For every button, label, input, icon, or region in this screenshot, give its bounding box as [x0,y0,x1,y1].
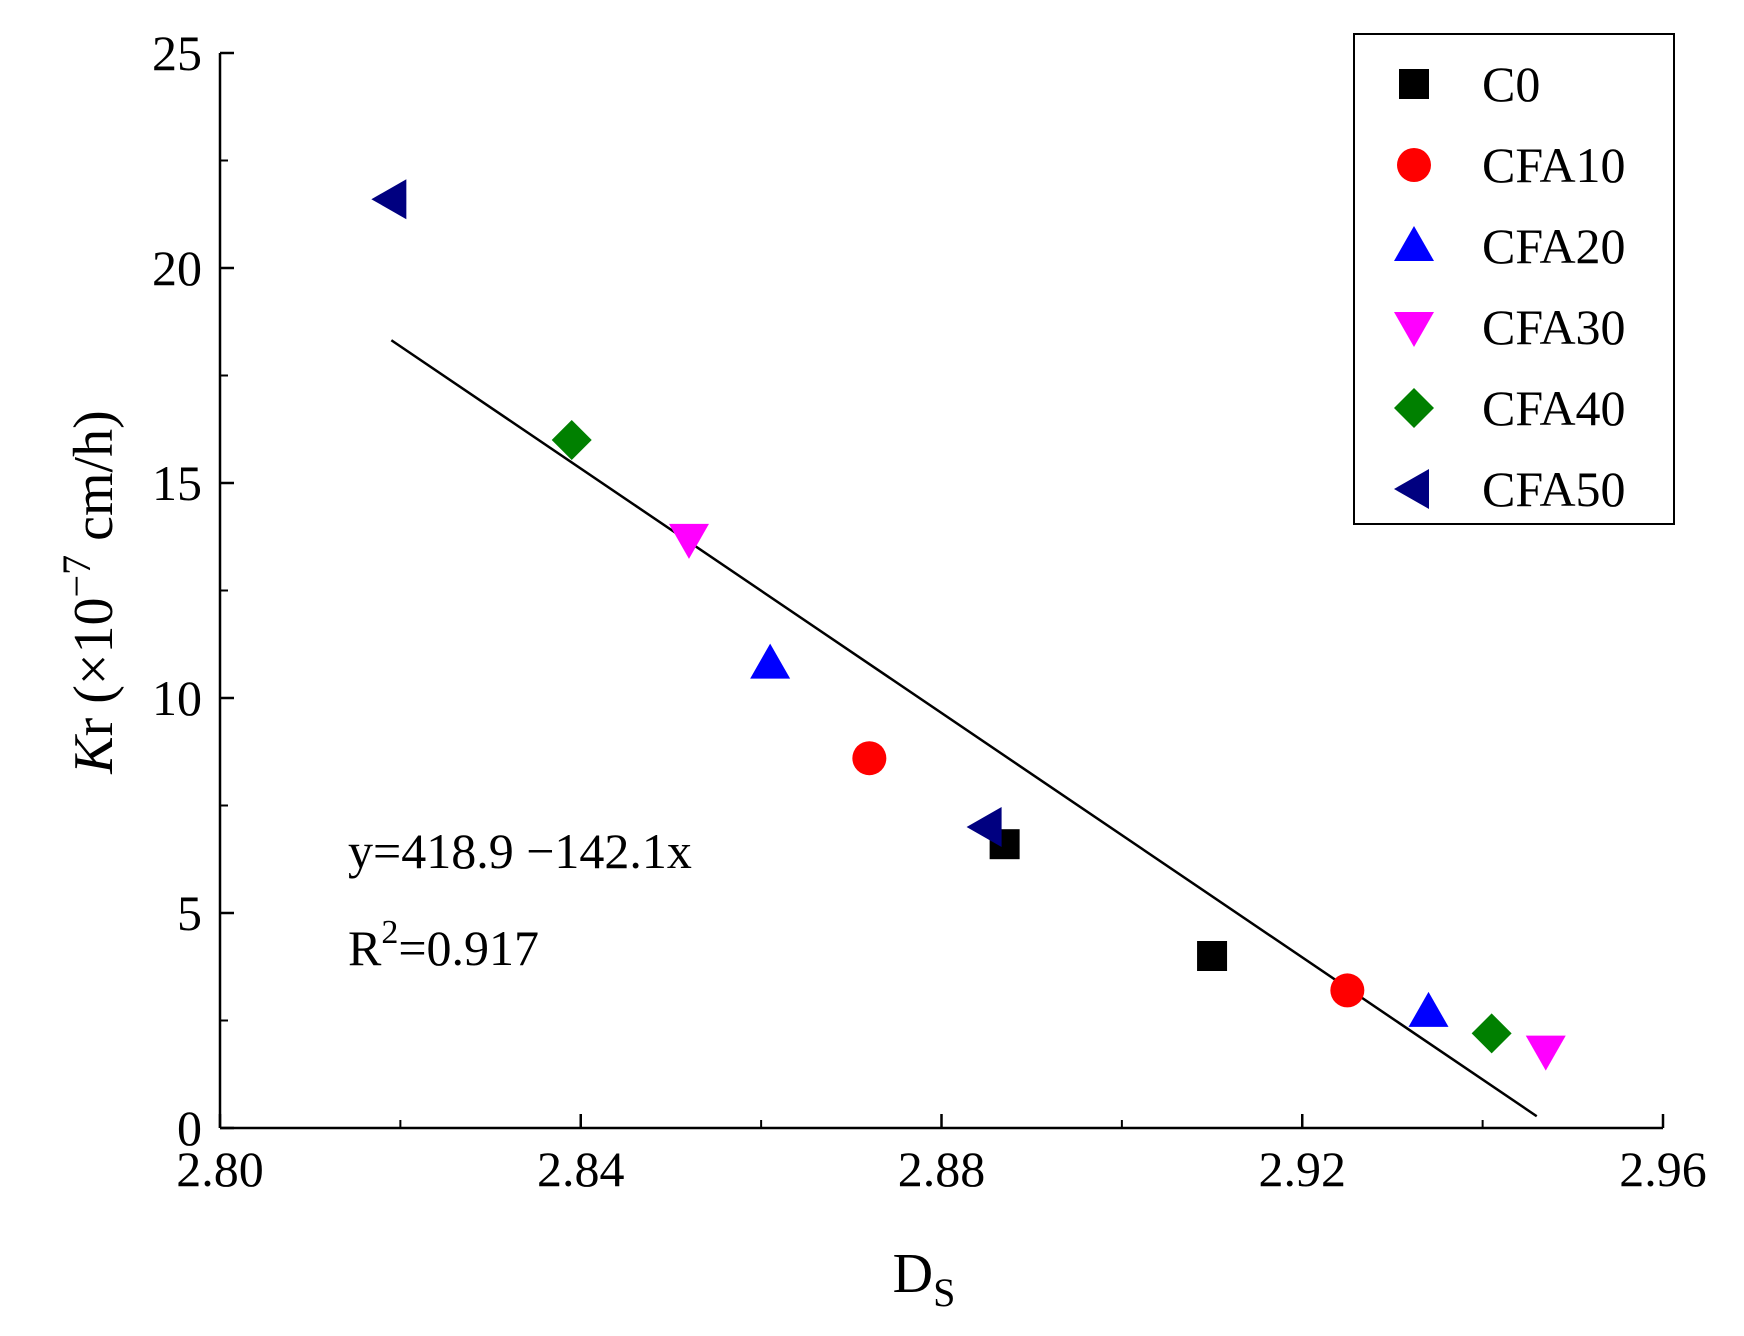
y-tick-label: 15 [152,455,202,511]
legend-label-c0: C0 [1482,56,1540,112]
point-cfa20 [1408,991,1449,1027]
point-cfa50 [371,179,407,220]
legend-marker-cfa40 [1394,388,1434,428]
legend-marker-cfa10 [1397,148,1431,182]
y-tick-label: 5 [177,885,202,941]
data-points [371,179,1566,1071]
y-tick-label: 0 [177,1100,202,1156]
y-tick-label: 20 [152,240,202,296]
r-squared: R2=0.917 [348,914,539,976]
legend-marker-cfa50 [1394,469,1429,509]
legend-label-cfa50: CFA50 [1482,461,1626,517]
legend-label-cfa20: CFA20 [1482,218,1626,274]
x-tick-label: 2.88 [898,1141,986,1197]
legend-label-cfa40: CFA40 [1482,380,1626,436]
point-cfa30 [1525,1035,1566,1071]
fit-equation: y=418.9 −142.1x [348,823,692,879]
point-cfa10 [1330,973,1365,1008]
point-cfa30 [668,523,709,559]
x-tick-label: 2.92 [1259,1141,1347,1197]
x-tick-label: 2.80 [176,1141,264,1197]
point-cfa10 [852,741,887,776]
y-tick-label: 25 [152,25,202,81]
axis-ticks [218,51,1665,1130]
legend-marker-cfa30 [1394,312,1434,347]
y-tick-label: 10 [152,670,202,726]
legend-marker-cfa20 [1394,226,1434,261]
y-axis-title: Kr (×10−7 cm/h) [54,410,125,774]
x-tick-label: 2.84 [537,1141,625,1197]
x-tick-label: 2.96 [1619,1141,1707,1197]
legend: C0 CFA10 CFA20 CFA30 CFA40 CFA50 [1353,33,1675,525]
x-axis-title: DS [893,1243,956,1315]
point-cfa40 [1471,1013,1512,1054]
legend-marker-c0 [1399,69,1429,99]
point-c0 [1197,941,1228,971]
legend-box [1353,33,1675,525]
tick-labels: 2.80 2.84 2.88 2.92 2.96 0 5 10 15 20 25 [152,25,1707,1197]
legend-label-cfa30: CFA30 [1482,299,1626,355]
legend-items: C0 CFA10 CFA20 CFA30 CFA40 CFA50 [1394,56,1626,517]
legend-label-cfa10: CFA10 [1482,137,1626,193]
point-cfa40 [551,420,592,460]
point-cfa50 [966,807,1002,847]
point-cfa20 [750,643,791,679]
